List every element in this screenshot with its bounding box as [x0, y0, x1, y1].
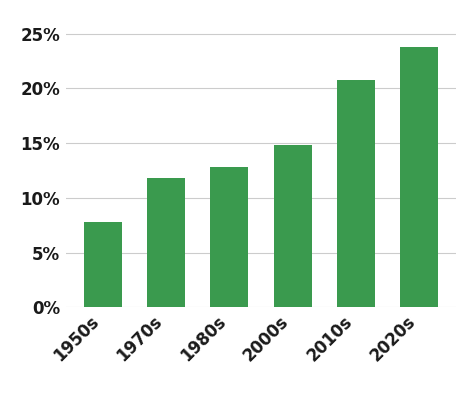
Bar — [84, 222, 122, 307]
Bar — [274, 145, 312, 307]
Bar — [147, 178, 185, 307]
Bar — [210, 167, 248, 307]
Bar — [337, 80, 375, 307]
Bar — [400, 47, 438, 307]
